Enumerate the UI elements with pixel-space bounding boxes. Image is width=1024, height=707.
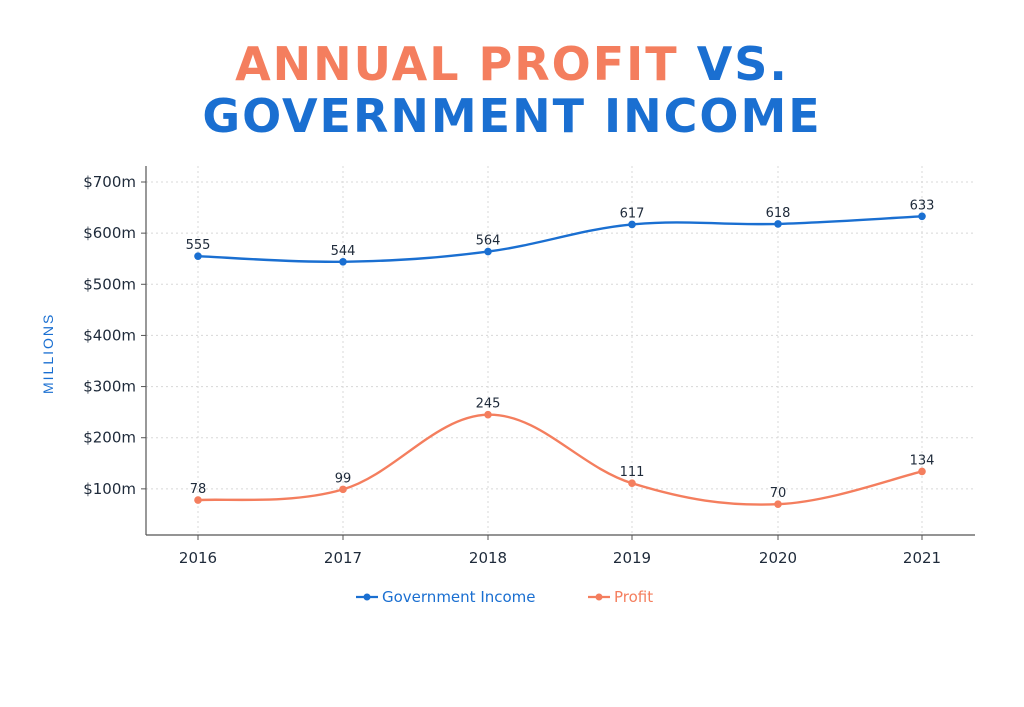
data-label-government-income: 555 (186, 238, 211, 253)
x-tick-label: 2017 (324, 549, 362, 567)
y-tick-label: $300m (83, 378, 136, 396)
data-point-government-income (339, 257, 347, 266)
data-label-profit: 111 (620, 465, 645, 480)
data-label-government-income: 618 (766, 206, 791, 221)
x-tick-label: 2019 (613, 549, 651, 567)
data-label-profit: 70 (770, 486, 787, 501)
legend-item-government-income: Government Income (356, 588, 536, 606)
title-vs: VS. (696, 37, 789, 91)
x-tick-label: 2016 (179, 549, 217, 567)
y-tick-label: $400m (83, 326, 136, 344)
y-tick-label: $500m (83, 275, 136, 293)
data-point-profit (628, 479, 636, 488)
legend-label-profit: Profit (614, 588, 654, 606)
legend-item-profit: Profit (588, 588, 653, 606)
x-tick-label: 2018 (469, 549, 507, 567)
chart-title-line-1: ANNUAL PROFIT VS. (0, 36, 1024, 92)
legend-marker-government-income (356, 593, 378, 601)
data-label-profit: 99 (335, 471, 352, 486)
data-point-government-income (194, 252, 202, 260)
data-label-profit: 78 (190, 482, 207, 497)
data-point-profit (774, 500, 782, 509)
y-tick-label: $200m (83, 429, 136, 447)
data-point-profit (339, 485, 347, 494)
y-tick-label: $600m (83, 224, 136, 242)
data-point-profit (918, 467, 926, 476)
data-point-government-income (774, 220, 782, 228)
data-label-government-income: 564 (476, 234, 501, 249)
data-point-profit (484, 410, 492, 419)
x-tick-label: 2021 (903, 549, 941, 567)
data-point-government-income (918, 212, 926, 221)
data-label-profit: 245 (476, 397, 501, 412)
title-annual-profit: ANNUAL PROFIT (235, 37, 679, 91)
data-point-government-income (484, 247, 492, 256)
data-label-profit: 134 (910, 453, 935, 468)
chart-legend: Government Income Profit (0, 588, 1024, 612)
data-point-government-income (628, 220, 636, 229)
legend-marker-profit (588, 593, 610, 601)
data-label-government-income: 544 (331, 244, 356, 259)
y-tick-label: $100m (83, 480, 136, 498)
data-label-government-income: 633 (910, 198, 935, 213)
y-tick-label: $700m (83, 173, 136, 191)
x-tick-label: 2020 (759, 549, 797, 567)
data-label-government-income: 617 (620, 206, 645, 221)
series-line-government-income (197, 215, 923, 264)
chart-title-line-2: GOVERNMENT INCOME (202, 89, 822, 143)
series-line-profit (197, 413, 923, 506)
data-point-profit (194, 496, 202, 504)
legend-label-government-income: Government Income (382, 588, 536, 606)
